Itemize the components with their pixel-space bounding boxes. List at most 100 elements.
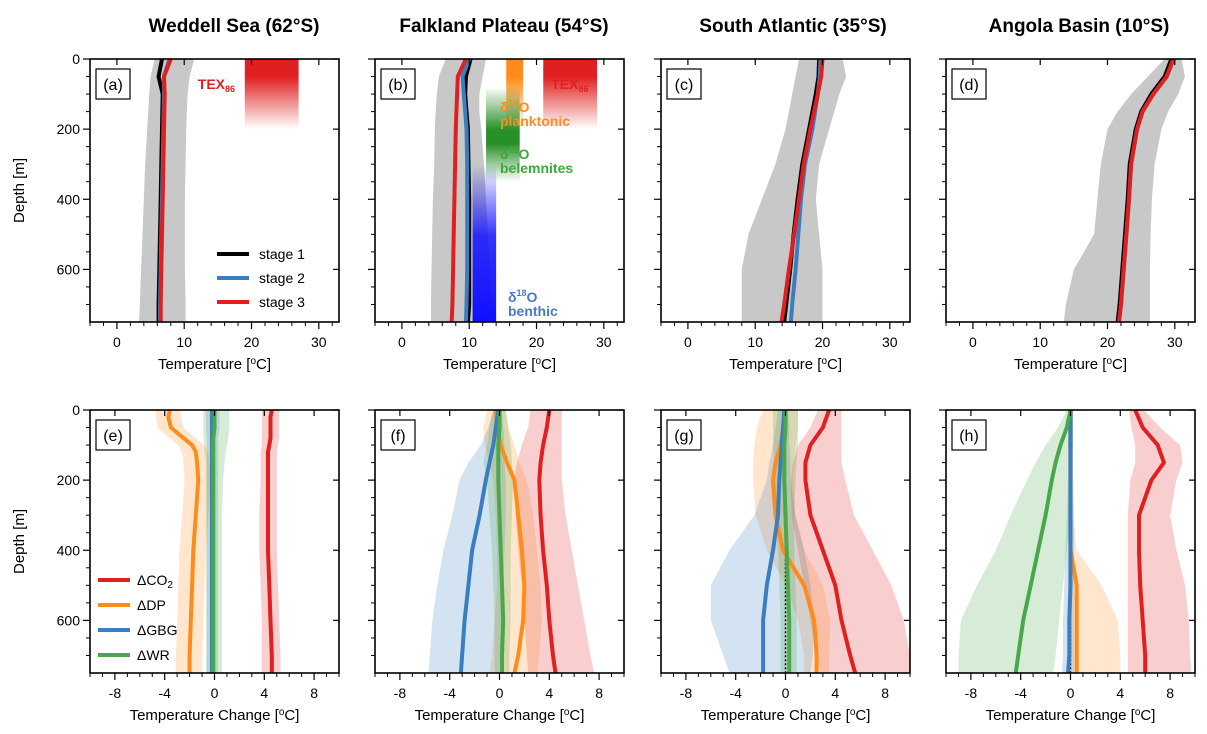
series-line bbox=[266, 410, 274, 673]
y-tick-label: 200 bbox=[57, 121, 81, 137]
x-axis-label: Temperature Change [oC] bbox=[415, 707, 585, 725]
panel-a: 0 10 20 30 0 200 400 600 Temperature [oC] Depth [… bbox=[11, 51, 340, 374]
panel-label: (h) bbox=[959, 428, 979, 445]
legend-entry: stage 2 bbox=[259, 270, 305, 286]
legend-entry: ΔDP bbox=[137, 597, 166, 613]
legend-entry: ΔGBG bbox=[137, 622, 177, 638]
x-tick-label: 4 bbox=[545, 685, 553, 701]
panel-label: (b) bbox=[388, 77, 408, 94]
x-tick-label: -8 bbox=[109, 685, 122, 701]
panel-label-box bbox=[951, 419, 987, 451]
panel-label: (a) bbox=[103, 77, 123, 94]
column-title-angola-basin: Angola Basin (10°S) bbox=[989, 16, 1170, 37]
y-axis-label: Depth [m] bbox=[11, 158, 28, 223]
x-tick-label: 0 bbox=[1067, 685, 1075, 701]
y-tick-label: 200 bbox=[57, 472, 81, 488]
panel-label: (d) bbox=[959, 77, 979, 94]
proxy-label-line2: benthic bbox=[508, 303, 558, 319]
x-tick-label: -8 bbox=[965, 685, 978, 701]
legend-entry: ΔCO2 bbox=[137, 572, 173, 591]
x-tick-label: 10 bbox=[176, 334, 192, 350]
plot-frame bbox=[945, 58, 1196, 323]
series-line bbox=[166, 410, 201, 673]
legend-entry: stage 1 bbox=[259, 246, 305, 262]
band-ΔCO₂ bbox=[514, 410, 595, 673]
band-ΔWR bbox=[203, 410, 230, 673]
x-tick-label: 30 bbox=[882, 334, 898, 350]
series-line bbox=[1133, 410, 1166, 673]
x-axis-label: Temperature [oC] bbox=[443, 356, 556, 374]
x-tick-label: 20 bbox=[1100, 334, 1116, 350]
uncertainty-band bbox=[139, 59, 195, 322]
series-line bbox=[496, 410, 506, 673]
x-tick-label: 4 bbox=[1116, 685, 1124, 701]
x-tick-label: 0 bbox=[782, 685, 790, 701]
plot-frame bbox=[374, 58, 625, 323]
plot-area bbox=[428, 410, 595, 673]
panel-f: -8 -4 0 4 8 Temperature Change [oC] (f) bbox=[368, 409, 625, 725]
panel-label-box bbox=[380, 419, 416, 451]
x-tick-label: 20 bbox=[244, 334, 260, 350]
series-line-stage-3 bbox=[779, 59, 825, 322]
band-ΔWR bbox=[958, 410, 1073, 673]
column-title-weddell-sea: Weddell Sea (62°S) bbox=[149, 16, 320, 37]
legend: ΔCO2 ΔDP ΔGBG ΔWR bbox=[98, 572, 177, 663]
x-tick-label: -8 bbox=[394, 685, 407, 701]
x-tick-label: 10 bbox=[461, 334, 477, 350]
x-axis-label: Temperature [oC] bbox=[729, 356, 842, 374]
plot-area bbox=[741, 59, 847, 322]
x-axis-label: Temperature Change [oC] bbox=[986, 707, 1156, 725]
plot-area bbox=[958, 410, 1192, 673]
x-tick-label: 8 bbox=[881, 685, 889, 701]
x-tick-label: 20 bbox=[815, 334, 831, 350]
y-tick-label: 0 bbox=[72, 402, 80, 418]
plot-frame bbox=[89, 58, 340, 323]
x-tick-label: -4 bbox=[729, 685, 742, 701]
series-line bbox=[1066, 410, 1073, 673]
legend-entry: stage 3 bbox=[259, 294, 305, 310]
x-axis-label: Temperature [oC] bbox=[158, 356, 271, 374]
y-axis-label: Depth [m] bbox=[11, 509, 28, 574]
y-tick-label: 600 bbox=[57, 261, 81, 277]
series-line bbox=[761, 410, 787, 673]
proxy-label: δ18O bbox=[508, 288, 538, 305]
plot-area bbox=[139, 59, 299, 322]
x-tick-label: 0 bbox=[496, 685, 504, 701]
x-tick-label: 8 bbox=[1166, 685, 1174, 701]
proxy-label-line2: belemnites bbox=[500, 160, 573, 176]
proxy-bar bbox=[472, 164, 497, 322]
plot-area bbox=[156, 410, 281, 673]
y-tick-label: 400 bbox=[57, 542, 81, 558]
panel-label: (e) bbox=[103, 428, 123, 445]
x-axis-label: Temperature [oC] bbox=[1014, 356, 1127, 374]
series-line-stage-2 bbox=[460, 59, 472, 322]
x-tick-label: 30 bbox=[596, 334, 612, 350]
series-line bbox=[211, 410, 217, 673]
band-ΔDP bbox=[1068, 410, 1121, 673]
series-line bbox=[1013, 410, 1073, 673]
x-tick-label: 0 bbox=[684, 334, 692, 350]
proxy-bar bbox=[244, 59, 299, 130]
panel-h: -8 -4 0 4 8 Temperature Change [oC] (h) bbox=[939, 409, 1196, 725]
x-tick-label: 20 bbox=[529, 334, 545, 350]
panel-label-box bbox=[951, 68, 987, 100]
x-tick-label: -4 bbox=[1014, 685, 1027, 701]
x-tick-label: 4 bbox=[260, 685, 268, 701]
proxy-label: δ18O bbox=[500, 98, 530, 115]
panel-label: (g) bbox=[674, 428, 694, 445]
x-tick-label: 0 bbox=[113, 334, 121, 350]
series-line bbox=[537, 410, 558, 673]
panel-label-box bbox=[95, 68, 131, 100]
series-line-stage-3 bbox=[1117, 59, 1176, 322]
x-tick-label: 30 bbox=[311, 334, 327, 350]
y-tick-label: 600 bbox=[57, 612, 81, 628]
panel-c: 0 10 20 30 Temperature [oC] (c) bbox=[654, 58, 911, 374]
x-tick-label: 30 bbox=[1167, 334, 1183, 350]
legend: stage 1 stage 2 stage 3 bbox=[217, 246, 305, 310]
panel-label-box bbox=[380, 68, 416, 100]
series-line-stage-3 bbox=[158, 59, 173, 322]
y-tick-label: 400 bbox=[57, 191, 81, 207]
column-titles: Weddell Sea (62°S) Falkland Plateau (54°… bbox=[149, 16, 1170, 37]
